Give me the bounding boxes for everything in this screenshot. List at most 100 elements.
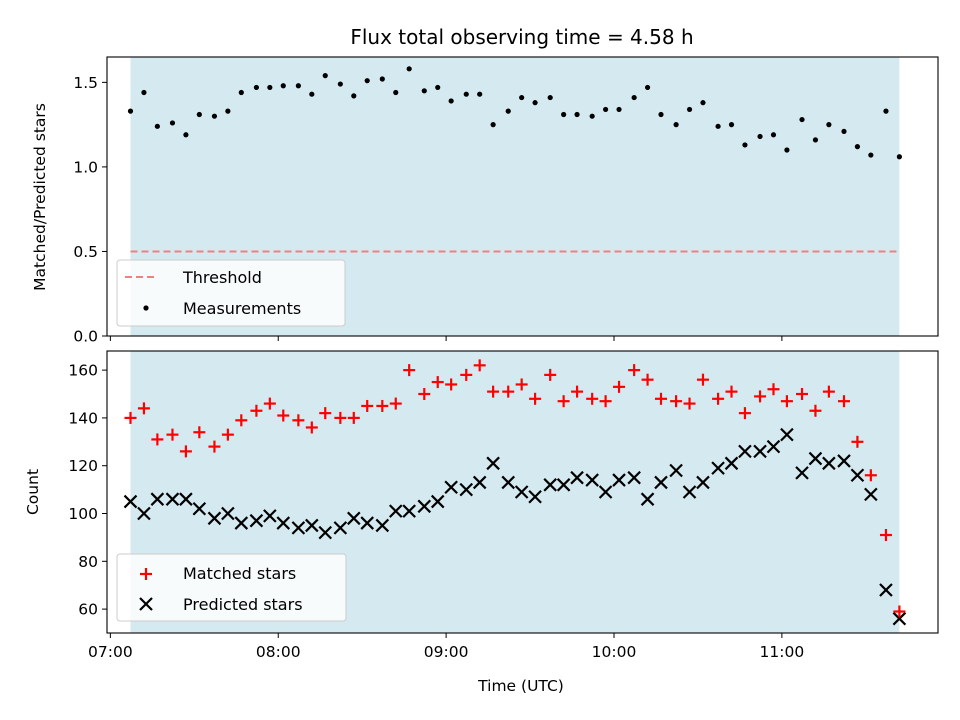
predicted-stars-point: [333, 521, 348, 535]
predicted-stars-point: [696, 475, 710, 490]
matched-stars-point: [124, 411, 137, 424]
matched-stars-point: [250, 404, 263, 417]
predicted-stars-point: [192, 501, 207, 516]
matched-stars-point: [557, 395, 570, 408]
measurement-point: [868, 152, 874, 158]
predicted-stars-point: [738, 444, 752, 459]
x-axis-label: Time (UTC): [477, 677, 564, 695]
cross-stroke: [234, 516, 249, 530]
bottom-axes-frame: [106, 350, 939, 634]
predicted-stars-point: [388, 504, 403, 518]
measurement-point: [505, 108, 511, 114]
matched-stars-point: [725, 385, 738, 398]
cross-stroke: [850, 468, 865, 483]
predicted-stars-point: [179, 492, 193, 506]
cross-stroke: [585, 473, 599, 487]
measurement-point: [728, 122, 735, 128]
cross-stroke: [724, 456, 739, 471]
cross-stroke: [501, 475, 516, 490]
cross-stroke: [150, 492, 165, 506]
measurement-point: [225, 108, 231, 114]
matched-stars-point: [809, 404, 822, 417]
matched-stars-point: [502, 385, 515, 398]
y-tick-label: 0.0: [73, 328, 98, 346]
predicted-stars-point: [291, 521, 306, 535]
measurement-point: [883, 108, 889, 114]
cross-stroke: [333, 521, 348, 535]
matched-stars-point: [712, 392, 725, 405]
top-y-axis-label: Matched/Predicted stars: [31, 103, 49, 291]
x-tick-label: 09:00: [424, 643, 469, 661]
matched-stars-point: [586, 392, 599, 405]
cross-stroke: [766, 439, 781, 454]
matched-stars-point: [837, 395, 850, 408]
matched-stars-point: [487, 385, 500, 398]
predicted-stars-point: [472, 475, 487, 490]
predicted-stars-point: [514, 485, 529, 499]
measurement-point: [322, 73, 328, 79]
predicted-stars-point: [864, 487, 878, 502]
legend-matched-label: Matched stars: [183, 564, 296, 583]
y-tick-label: 160: [68, 362, 98, 380]
matched-stars-point: [235, 414, 248, 427]
matched-stars-point: [599, 395, 612, 408]
matched-stars-point: [263, 397, 276, 410]
matched-stars-point: [515, 378, 528, 391]
matched-stars-point: [696, 373, 709, 386]
cross-stroke: [472, 475, 487, 490]
cross-stroke: [179, 492, 193, 506]
predicted-stars-point: [711, 461, 725, 475]
legend-threshold-label: Threshold: [182, 268, 262, 287]
measurement-point: [421, 88, 427, 94]
x-tick-label: 07:00: [88, 643, 133, 661]
cross-stroke: [430, 494, 445, 509]
measurement-point: [364, 78, 370, 84]
measurement-point: [812, 137, 819, 143]
predicted-stars-point: [612, 473, 626, 487]
measurement-point: [463, 91, 469, 97]
bottom-legend: Matched stars Predicted stars: [116, 553, 347, 622]
predicted-stars-point: [837, 454, 851, 468]
predicted-stars-point: [879, 583, 893, 597]
predicted-stars-point: [402, 504, 416, 518]
matched-stars-point: [893, 605, 906, 618]
measurement-point: [561, 111, 567, 118]
measurement-point: [757, 133, 763, 140]
measurement-point: [448, 98, 454, 104]
cross-stroke: [808, 451, 823, 466]
legend-predicted-label: Predicted stars: [183, 595, 303, 614]
matched-stars-point: [292, 414, 305, 427]
matched-stars-point: [208, 440, 221, 453]
cross-stroke: [276, 516, 291, 530]
matched-stars-point: [796, 388, 809, 401]
x-tick-label: 10:00: [592, 643, 637, 661]
predicted-stars-point: [234, 516, 249, 530]
cross-stroke: [654, 475, 668, 490]
predicted-stars-point: [165, 492, 180, 506]
y-tick-label: 80: [78, 553, 98, 571]
predicted-stars-point: [570, 470, 584, 485]
predicted-stars-point: [501, 475, 516, 490]
measurement-point: [841, 128, 847, 134]
measurement-point: [519, 94, 525, 101]
predicted-stars-point: [528, 490, 542, 504]
matched-stars-point: [389, 397, 402, 410]
measurement-point: [574, 111, 580, 118]
matched-stars-point: [319, 407, 332, 420]
matched-stars-point: [137, 402, 150, 415]
measurement-point: [532, 100, 538, 106]
matched-stars-point: [347, 411, 360, 424]
measurement-point: [196, 111, 202, 118]
cross-stroke: [360, 516, 374, 530]
predicted-stars-point: [808, 451, 823, 466]
matched-stars-point: [376, 399, 389, 412]
x-tick-label: 11:00: [760, 643, 805, 661]
cross-stroke: [207, 511, 222, 526]
chart-title: Flux total observing time = 4.58 h: [350, 25, 693, 49]
matched-stars-point: [403, 364, 416, 377]
measurement-point: [238, 89, 244, 96]
matched-stars-point: [529, 392, 542, 405]
measurement-point: [435, 84, 441, 91]
predicted-stars-point: [150, 492, 165, 506]
predicted-stars-point: [417, 499, 432, 514]
